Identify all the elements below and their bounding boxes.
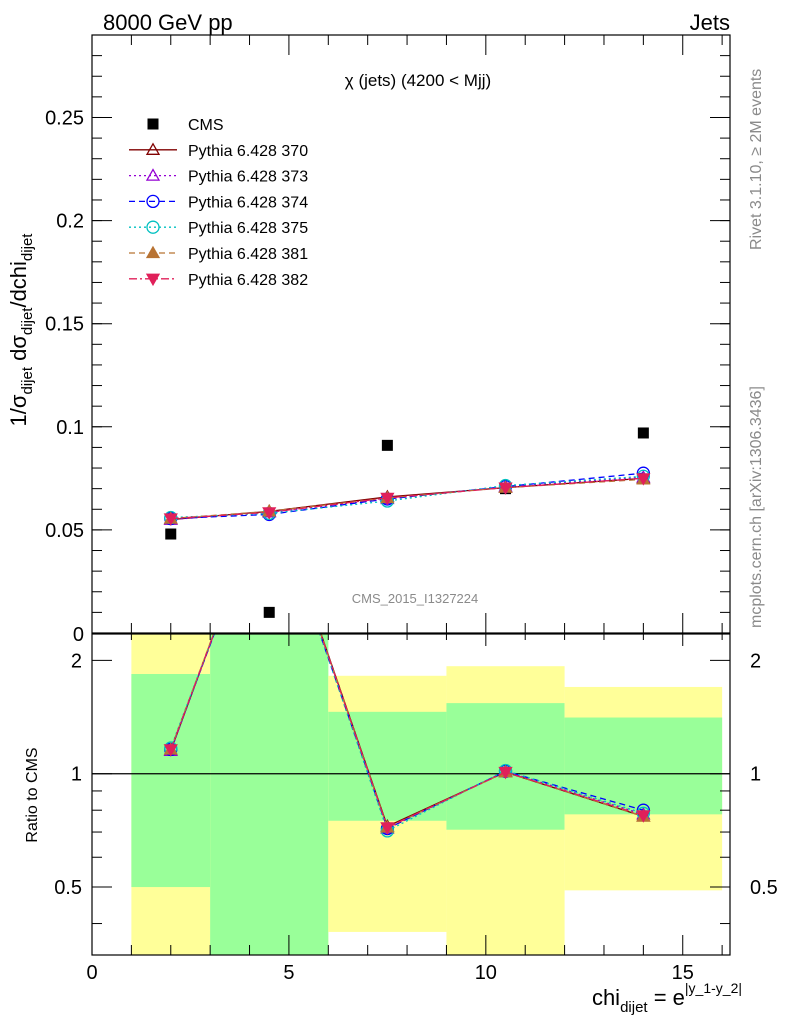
ratio-series-pythia-6-428-382: [163, 480, 651, 835]
main-frame: [91, 34, 731, 634]
series-pythia-6-428-375: [164, 469, 651, 525]
ratio-series-layer: [163, 477, 651, 838]
ratio-data-point: [263, 480, 275, 492]
data-point: [163, 513, 178, 526]
legend-entry: Pythia 6.428 373: [129, 168, 308, 186]
ratio-data-point: [636, 810, 651, 823]
data-point: [637, 427, 649, 439]
x-tick-label: 0: [86, 962, 97, 984]
legend-entry: Pythia 6.428 381: [129, 245, 308, 263]
series-cms: [165, 427, 649, 618]
series-pythia-6-428-382: [163, 473, 651, 526]
ratio-band-inner: [564, 717, 723, 815]
main-panel: CMS_2015_I1327224 χ (jets) (4200 < Mjj) …: [6, 34, 731, 646]
ratio-y-tick-label-left: 2: [71, 650, 82, 672]
ratio-data-point: [263, 477, 275, 488]
legend-entry: Pythia 6.428 374: [129, 194, 308, 211]
header-left-title: 8000 GeV pp: [103, 10, 233, 35]
main-panel-title: χ (jets) (4200 < Mjj): [345, 71, 491, 90]
data-point: [498, 482, 513, 495]
legend-marker: [145, 245, 161, 259]
ratio-band-inner: [131, 674, 211, 888]
ratio-data-point: [263, 477, 275, 488]
legend-label: CMS: [188, 117, 224, 134]
series-pythia-6-428-381: [163, 472, 651, 524]
data-point: [380, 492, 395, 506]
ratio-data-point: [498, 766, 513, 780]
main-y-tick-label: 0.25: [45, 107, 84, 129]
legend-marker: [147, 118, 159, 130]
series-pythia-6-428-370: [163, 471, 651, 525]
header-right-title: Jets: [690, 10, 730, 35]
data-point: [165, 528, 177, 540]
legend-label: Pythia 6.428 375: [188, 220, 308, 237]
main-y-axis-title: 1/σdijet dσdijet/dchidijet: [6, 233, 36, 427]
legend-marker: [146, 220, 160, 234]
analysis-watermark: CMS_2015_I1327224: [352, 591, 479, 606]
series-line: [170, 478, 644, 520]
data-point: [636, 473, 651, 486]
legend-marker: [145, 142, 161, 155]
ratio-band-inner: [328, 711, 447, 821]
main-y-zero-label: 0: [73, 624, 84, 646]
legend-marker: [146, 194, 160, 209]
ratio-band-inner: [210, 634, 329, 955]
legend-marker: [145, 273, 161, 287]
main-axis-ticks: 0.05 0.1 0.15 0.2 0.25 0: [45, 35, 730, 646]
side-note-rivet: Rivet 3.1.10, ≥ 2M events: [748, 69, 765, 250]
x-tick-label: 5: [283, 962, 294, 984]
ratio-data-point: [263, 479, 275, 490]
ratio-y-tick-label-left: 1: [71, 764, 82, 786]
legend-entry: Pythia 6.428 375: [129, 220, 308, 237]
legend-label: Pythia 6.428 370: [188, 143, 308, 160]
x-tick-label: 15: [672, 962, 694, 984]
main-y-tick-label: 0.15: [45, 314, 84, 336]
ratio-y-axis-title: Ratio to CMS: [24, 747, 41, 842]
ratio-bands-layer: [92, 634, 730, 955]
series-line: [170, 477, 644, 520]
legend: CMS Pythia 6.428 370 Pythia 6.428 373 Pythi…: [129, 117, 308, 289]
legend-label: Pythia 6.428 374: [188, 194, 308, 211]
main-series-layer: [163, 427, 651, 618]
ratio-data-point: [380, 822, 395, 835]
main-y-tick-label: 0.1: [56, 417, 84, 439]
ratio-y-tick-label-right: 2: [750, 650, 761, 672]
ratio-data-point: [263, 480, 275, 491]
legend-entry: CMS: [147, 117, 224, 134]
legend-label: Pythia 6.428 373: [188, 169, 308, 186]
series-line: [170, 472, 644, 520]
x-tick-label: 10: [475, 962, 497, 984]
ratio-panel: 0.5 0.5 1 1 2 2 0 5 10 15 Ratio to CMS chidijet =…: [24, 477, 778, 1016]
data-point: [263, 606, 275, 618]
ratio-series-line: [170, 634, 644, 830]
data-point: [262, 507, 277, 520]
legend-label: Pythia 6.428 381: [188, 246, 308, 263]
ratio-y-tick-label-right: 1: [750, 764, 761, 786]
side-note-mcplots: mcplots.cern.ch [arXiv:1306.3436]: [748, 386, 765, 628]
main-y-tick-label: 0.05: [45, 520, 84, 542]
ratio-y-tick-label-left: 0.5: [54, 877, 82, 899]
x-axis-title: chidijet = e|y_1-y_2|: [592, 980, 742, 1016]
ratio-data-point: [263, 482, 275, 494]
ratio-data-point: [163, 744, 178, 757]
legend-entry: Pythia 6.428 382: [129, 272, 308, 289]
ratio-axis-ticks: 0.5 0.5 1 1 2 2 0 5 10 15: [54, 634, 778, 984]
ratio-y-tick-label-right: 0.5: [750, 877, 778, 899]
ratio-frame: [91, 633, 731, 956]
series-pythia-6-428-373: [163, 470, 651, 525]
legend-marker: [145, 168, 161, 181]
data-point: [381, 439, 393, 451]
legend-label: Pythia 6.428 382: [188, 272, 308, 289]
legend-entry: Pythia 6.428 370: [129, 142, 308, 160]
main-y-tick-label: 0.2: [56, 211, 84, 233]
